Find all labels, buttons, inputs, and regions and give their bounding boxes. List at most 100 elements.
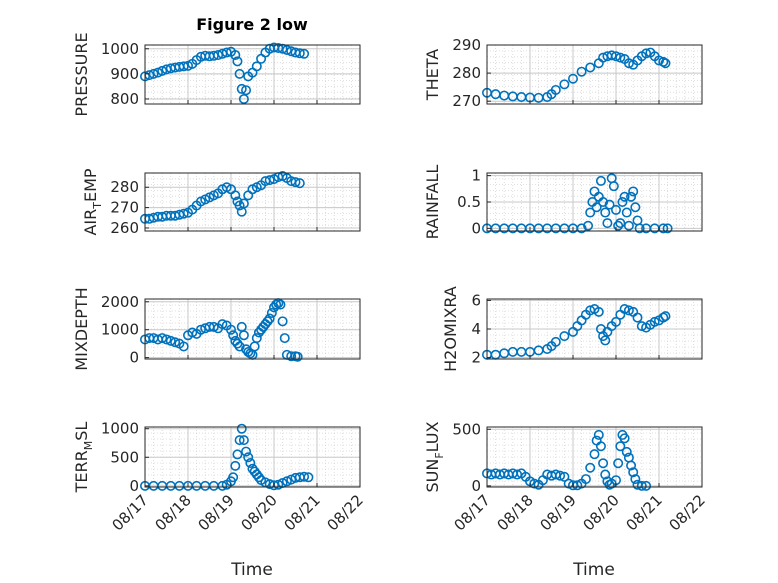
y-axis-label: THETA — [423, 49, 442, 101]
data-point — [253, 472, 264, 483]
data-point — [583, 220, 594, 231]
x-axis-label-left: Time — [230, 560, 273, 580]
x-tick-label: 08/21 — [281, 491, 324, 534]
data-point — [187, 327, 198, 338]
data-point — [161, 334, 172, 345]
data-point — [591, 202, 602, 213]
data-point — [243, 452, 254, 463]
data-point — [660, 58, 671, 69]
data-point — [555, 470, 566, 481]
data-point — [275, 299, 286, 310]
y-tick-label: 290 — [452, 36, 481, 54]
y-tick-label: 280 — [452, 64, 481, 82]
y-tick-label: 260 — [110, 219, 139, 237]
data-point — [262, 316, 273, 327]
data-point — [264, 313, 275, 324]
data-point — [636, 480, 647, 491]
data-point — [598, 197, 609, 208]
data-point — [232, 338, 243, 349]
axes-box — [144, 44, 361, 105]
data-point — [294, 48, 305, 59]
data-point — [241, 446, 252, 457]
data-point — [230, 50, 241, 61]
data-point — [271, 299, 282, 310]
data-point — [279, 333, 290, 344]
data-point — [615, 218, 626, 229]
data-point — [277, 316, 288, 327]
data-point — [238, 330, 249, 341]
x-tick-label: 08/19 — [537, 491, 580, 534]
data-point — [660, 311, 671, 322]
x-tick-label: 08/20 — [580, 491, 623, 534]
data-point — [585, 62, 596, 73]
x-axis-label-right: Time — [572, 560, 615, 580]
data-point — [628, 467, 639, 478]
y-tick-label: 2 — [471, 349, 481, 367]
data-point — [234, 435, 245, 446]
data-point — [234, 341, 245, 352]
data-point — [230, 460, 241, 471]
data-point — [286, 351, 297, 362]
data-point — [245, 457, 256, 468]
data-point — [238, 435, 249, 446]
x-tick-label: 08/18 — [152, 491, 195, 534]
data-point — [641, 480, 652, 491]
data-point — [628, 186, 639, 197]
y-tick-label: 0 — [471, 219, 481, 237]
y-tick-label: 1000 — [101, 420, 139, 438]
data-point — [241, 85, 252, 96]
x-tick-label: 08/19 — [195, 491, 238, 534]
data-point — [610, 51, 621, 62]
subplot-sun-flux: 0 500 08/17 08/18 08/19 08/20 08/21 08/22 SUNFLU… — [423, 420, 709, 534]
data-point — [593, 306, 604, 317]
y-tick-label: 2000 — [101, 293, 139, 311]
data-point — [619, 303, 630, 314]
data-point — [602, 218, 613, 229]
axes-box — [144, 298, 361, 360]
data-point — [589, 449, 600, 460]
data-point — [178, 61, 189, 72]
subplot-air-temp: 260 270 280 AIRTEMP — [81, 168, 361, 237]
data-point — [658, 56, 669, 67]
y-axis-label: RAINFALL — [423, 165, 442, 240]
y-axis-label: SUNFLUX — [423, 421, 446, 492]
axes-box — [144, 172, 361, 232]
data-point — [213, 50, 224, 61]
data-point — [559, 331, 570, 342]
data-point — [232, 449, 243, 460]
data-point — [251, 333, 262, 344]
data-point — [290, 177, 301, 188]
data-point — [623, 305, 634, 316]
y-tick-label: 270 — [452, 92, 481, 110]
data-point — [626, 191, 637, 202]
subplot-terr-msl: 0 500 1000 08/17 08/18 08/19 08/20 08/21 08/22 TE… — [72, 420, 367, 535]
data-point — [217, 319, 228, 330]
data-point — [299, 471, 310, 482]
data-point — [630, 474, 641, 485]
data-point — [303, 472, 314, 483]
data-point — [585, 462, 596, 473]
y-tick-label: 4 — [471, 320, 481, 338]
data-point — [604, 199, 615, 210]
x-tick-label: 08/22 — [666, 491, 709, 534]
y-axis-label: PRESSURE — [72, 32, 91, 116]
y-axis-label: TERRMSL — [72, 422, 95, 494]
data-point — [299, 48, 310, 59]
data-point — [245, 348, 256, 359]
x-tick-label: 08/20 — [238, 491, 281, 534]
data-point — [649, 316, 660, 327]
data-point — [567, 73, 578, 84]
data-point — [178, 208, 189, 219]
y-tick-label: 0.5 — [457, 193, 481, 211]
data-point — [608, 181, 619, 192]
data-point — [157, 333, 168, 344]
data-point — [626, 460, 637, 471]
data-point — [615, 52, 626, 63]
figure-title: Figure 2 low — [196, 15, 308, 34]
axes-box — [486, 426, 703, 488]
y-tick-label: 1 — [471, 167, 481, 185]
data-point — [623, 220, 634, 231]
data-point — [264, 175, 275, 186]
data-point — [600, 207, 611, 218]
data-point — [576, 223, 587, 234]
